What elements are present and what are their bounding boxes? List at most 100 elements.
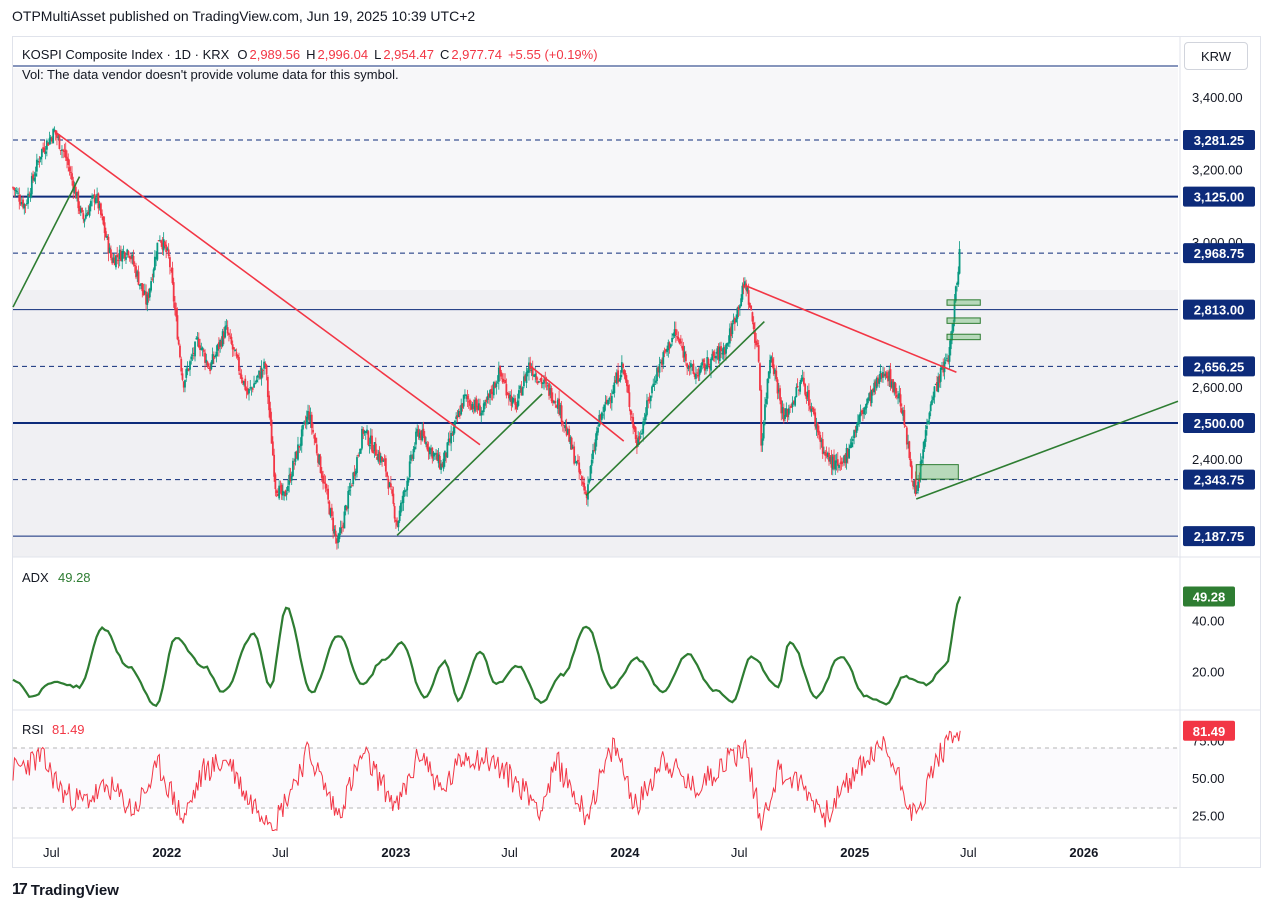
demand-zone[interactable]	[946, 317, 981, 324]
candle-body	[875, 377, 878, 389]
currency-button[interactable]: KRW	[1184, 42, 1248, 70]
candle-body	[956, 283, 958, 285]
candle-body	[102, 216, 105, 225]
legend-low: 2,954.47	[383, 47, 434, 62]
candle-body	[417, 429, 420, 437]
candle-body	[405, 490, 407, 492]
legend-high-label: H	[306, 47, 315, 62]
candle-body	[954, 286, 957, 302]
candle-body	[563, 425, 566, 427]
candle-body	[551, 399, 554, 403]
price-axis-tick: 2,600.00	[1192, 380, 1243, 395]
candle-body	[514, 398, 517, 405]
legend-close-label: C	[440, 47, 449, 62]
candle-body	[728, 328, 731, 344]
candle-body	[73, 187, 76, 193]
candle-body	[147, 293, 150, 298]
candle-body	[104, 231, 107, 238]
candle-body	[480, 412, 483, 416]
candle-body	[165, 244, 168, 252]
candle-body	[717, 346, 720, 360]
green-trendline[interactable]	[396, 393, 543, 536]
candle-body	[479, 405, 481, 416]
candle-body	[204, 352, 206, 363]
candle-body	[354, 471, 357, 475]
candle-body	[649, 395, 652, 402]
green-trendline[interactable]	[915, 400, 1179, 500]
candle-body	[752, 322, 755, 329]
candle-body	[69, 171, 72, 173]
candle-body	[711, 353, 714, 360]
candle-body	[446, 442, 449, 458]
candle-body	[494, 382, 496, 388]
candle-body	[330, 507, 333, 517]
candle-body	[496, 382, 499, 384]
candle-body	[339, 527, 342, 534]
candle-body	[538, 381, 540, 383]
candle-body	[84, 214, 87, 219]
candle-body	[644, 414, 647, 421]
candle-body	[684, 353, 687, 362]
candle-body	[761, 438, 764, 446]
red-trendline[interactable]	[528, 364, 625, 442]
tradingview-logo[interactable]: 17 TradingView	[12, 881, 119, 899]
level-badge-label: 2,968.75	[1194, 246, 1245, 261]
red-trendline[interactable]	[744, 284, 957, 374]
candle-body	[121, 251, 124, 262]
candle-body	[802, 377, 805, 385]
candle-body	[828, 452, 830, 462]
candle-body	[505, 384, 508, 396]
candle-body	[720, 346, 722, 352]
candle-body	[830, 454, 833, 468]
red-trendline[interactable]	[53, 130, 481, 446]
candle-body	[182, 381, 185, 388]
candle-body	[518, 390, 520, 399]
candle-body	[378, 451, 381, 462]
candle-body	[432, 452, 435, 457]
demand-zone[interactable]	[915, 464, 959, 480]
candle-body	[310, 414, 313, 429]
candle-body	[706, 357, 709, 370]
candle-body	[462, 394, 465, 407]
candle-body	[556, 399, 559, 409]
candle-body	[371, 435, 373, 452]
candle-body	[230, 336, 233, 344]
candle-body	[939, 367, 942, 382]
candle-body	[668, 342, 671, 349]
candle-body	[59, 149, 62, 151]
candle-body	[879, 371, 882, 380]
candle-body	[695, 373, 697, 379]
candle-body	[51, 137, 53, 142]
candle-body	[138, 284, 141, 286]
candle-body	[22, 199, 24, 208]
candle-body	[205, 359, 208, 363]
candle-body	[421, 430, 424, 441]
candle-body	[641, 433, 643, 435]
candle-body	[512, 399, 515, 401]
green-trendline[interactable]	[12, 176, 81, 308]
candle-body	[492, 382, 495, 396]
candle-body	[579, 471, 582, 474]
demand-zone[interactable]	[946, 299, 981, 306]
candle-body	[278, 485, 281, 499]
candle-body	[422, 428, 425, 436]
candle-body	[937, 376, 940, 392]
demand-zone[interactable]	[946, 333, 981, 341]
candle-body	[442, 458, 445, 469]
candle-body	[843, 455, 845, 463]
green-trendline[interactable]	[585, 320, 765, 496]
level-badge-label: 2,500.00	[1194, 416, 1245, 431]
candle-body	[582, 481, 584, 485]
candle-body	[574, 462, 577, 464]
candle-body	[133, 264, 136, 267]
candle-body	[157, 240, 160, 242]
candle-body	[82, 213, 85, 220]
candle-body	[453, 420, 456, 428]
candle-body	[39, 156, 42, 160]
candle-body	[465, 394, 468, 396]
candle-body	[710, 358, 712, 371]
candle-body	[829, 456, 832, 462]
candle-body	[878, 378, 881, 384]
candle-body	[169, 257, 171, 268]
